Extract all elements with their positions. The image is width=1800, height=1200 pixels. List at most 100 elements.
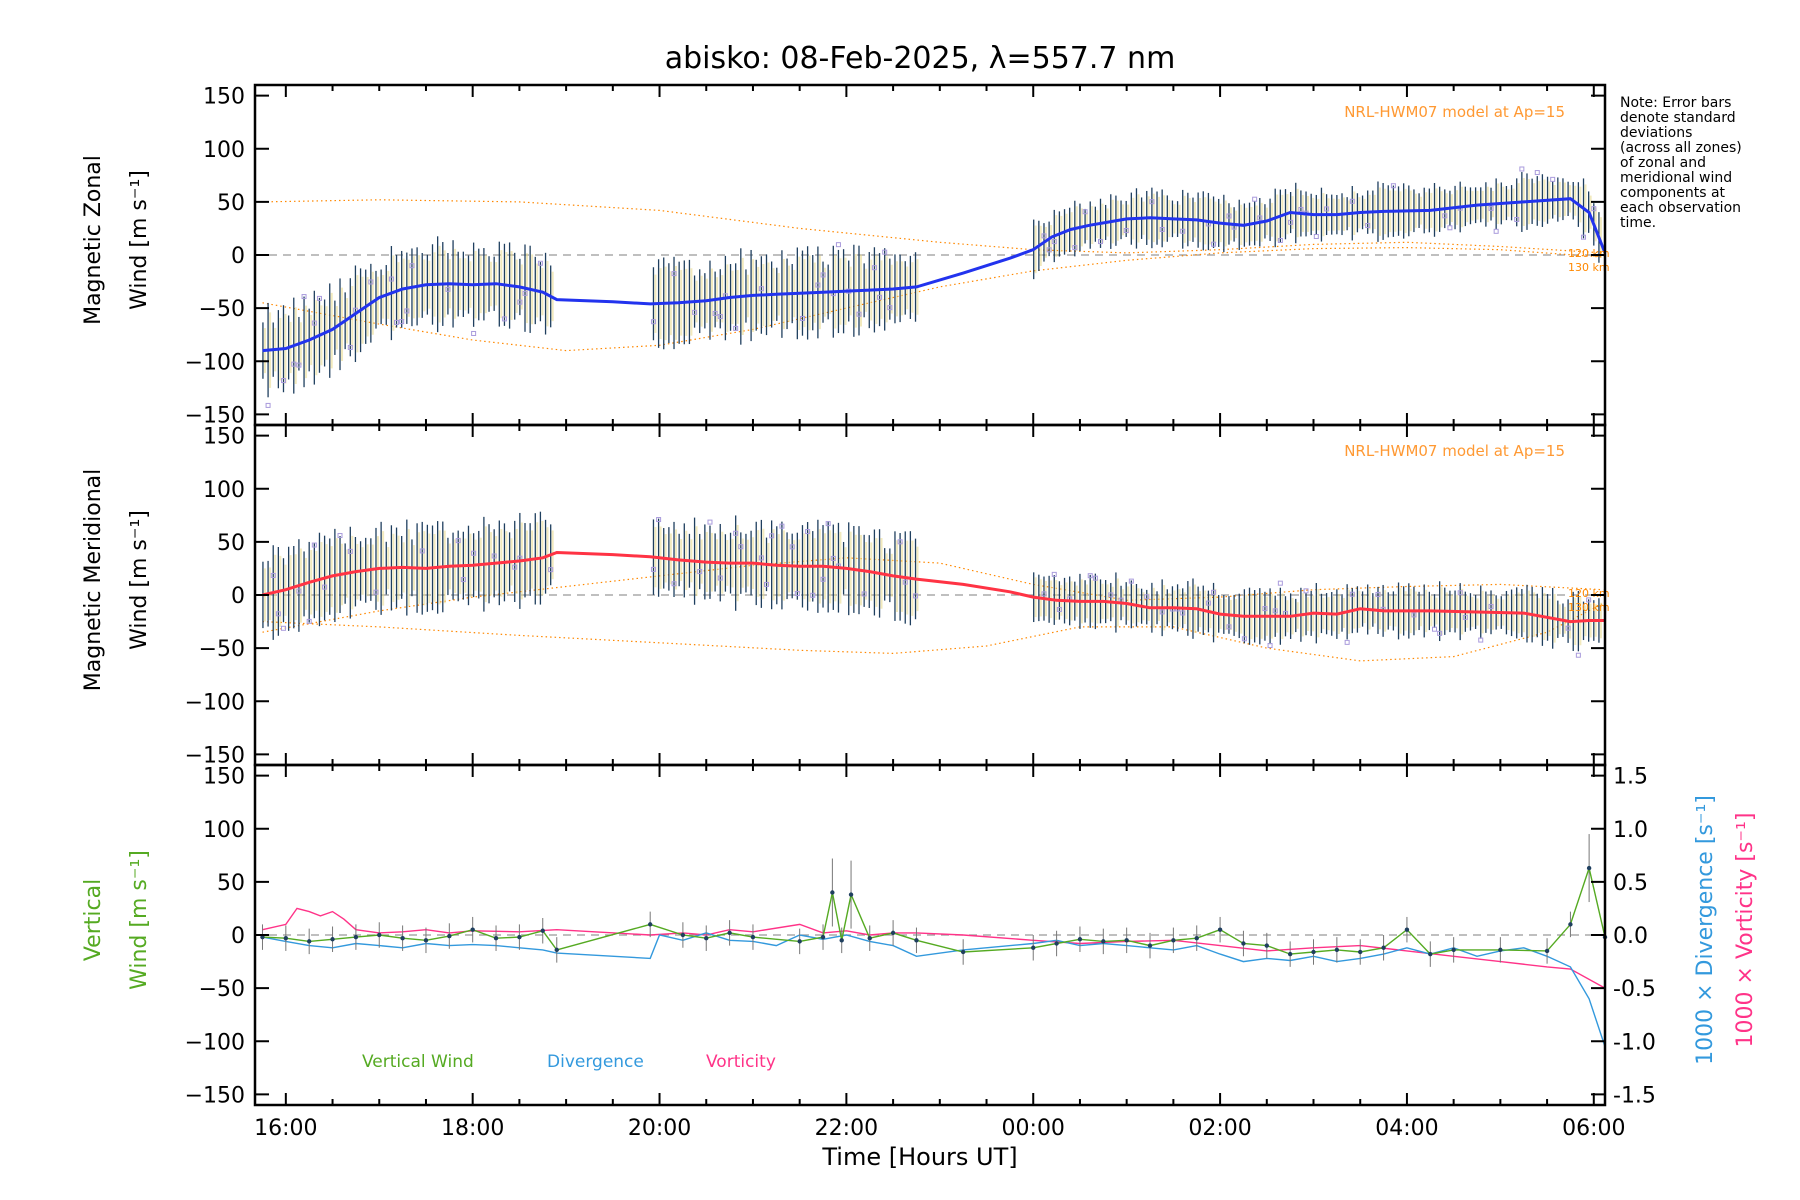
zone-point (409, 263, 415, 269)
zone-point (1180, 228, 1186, 234)
vertical-wind-point (1171, 938, 1176, 943)
vertical-wind-point (540, 928, 545, 933)
zone-point (758, 555, 764, 561)
chart-title: abisko: 08-Feb-2025, λ=557.7 nm (665, 41, 1176, 76)
zone-point (1349, 591, 1355, 597)
vertical-wind-point (470, 927, 475, 932)
divergence-y2-axis-label: 1000 × Divergence [s⁻¹] (1693, 795, 1718, 1065)
zone-point (1046, 247, 1052, 253)
zone-point (1082, 209, 1088, 215)
zone-point (656, 517, 662, 523)
zone-point (1447, 225, 1453, 231)
zone-point (1159, 227, 1165, 233)
x-tick-label: 06:00 (1562, 1116, 1625, 1141)
zone-point (512, 564, 518, 570)
zone-point (717, 314, 723, 320)
vertical-wind-point (260, 934, 265, 940)
zone-point (1180, 610, 1186, 616)
zone-point (1411, 612, 1417, 618)
zone-point (1092, 575, 1098, 581)
model-height-label-120: 120 km (1568, 247, 1610, 260)
zone-point (1211, 589, 1217, 595)
vertical-ylabel-line2: Wind [m s⁻¹] (127, 850, 152, 990)
legend-divergence: Divergence (547, 1052, 644, 1072)
vertical-ylabel-line1: Vertical (81, 879, 106, 961)
y-tick-label: −100 (185, 1030, 245, 1055)
y-tick-label: −150 (185, 743, 245, 768)
zone-point (1277, 580, 1283, 586)
vertical-wind-point (960, 949, 966, 955)
vertical-wind-point (517, 934, 522, 940)
zone-point (1272, 608, 1278, 614)
vertical-wind-point (1311, 949, 1316, 955)
zone-point (1051, 239, 1057, 245)
zone-point (692, 309, 698, 315)
zone-point (270, 572, 276, 578)
zone-point (280, 625, 286, 631)
y-tick-label: 50 (217, 531, 245, 556)
vertical-wind-point (1586, 865, 1592, 871)
y-tick-label: −50 (199, 977, 245, 1002)
zone-point (738, 544, 744, 550)
y-tick-label: −100 (185, 690, 245, 715)
zone-point (1514, 216, 1520, 222)
zone-point (1344, 639, 1350, 645)
zone-point (1493, 228, 1499, 234)
zone-point (1375, 592, 1381, 598)
vertical-wind-point (1334, 947, 1340, 953)
x-tick-label: 04:00 (1375, 1116, 1438, 1141)
zone-point (733, 325, 739, 331)
vertical-wind-point (797, 939, 802, 944)
meridional-ylabel-line2: Wind [m s⁻¹] (127, 510, 152, 650)
model-curve-130km (262, 246, 1604, 352)
zone-point (1488, 603, 1494, 609)
series-line-0 (262, 197, 1607, 353)
zone-point (1241, 636, 1247, 642)
vertical-wind-point (353, 934, 359, 940)
zone-point (368, 279, 374, 285)
zonal-ylabel-line1: Magnetic Zonal (81, 155, 106, 325)
zone-point (265, 402, 271, 408)
zone-point (311, 320, 317, 326)
model-curve-120km (262, 199, 1604, 254)
zone-point (650, 319, 656, 325)
vertical-wind-point (704, 935, 709, 941)
zone-point (830, 555, 836, 561)
vertical-wind-point (914, 938, 919, 943)
zone-point (471, 550, 477, 556)
vertical-wind-point (1217, 927, 1223, 932)
zone-point (820, 576, 826, 582)
zone-point (522, 290, 528, 296)
zone-point (805, 529, 811, 535)
zone-point (1087, 573, 1093, 579)
zone-point (897, 539, 903, 545)
vertical-wind-point (830, 890, 835, 895)
zonal-ylabel-line2: Wind [m s⁻¹] (127, 170, 152, 310)
y-tick-label: −150 (185, 1083, 245, 1108)
zone-point (789, 544, 795, 550)
zone-point (1056, 607, 1062, 613)
note-line: components at (1620, 185, 1726, 201)
model-height-label-120: 120 km (1568, 587, 1610, 600)
x-tick-label: 16:00 (254, 1116, 317, 1141)
y2-tick-label: 0.5 (1613, 871, 1648, 896)
zone-point (1226, 213, 1232, 219)
zone-point (1519, 166, 1525, 172)
zone-point (1108, 592, 1114, 598)
zone-point (1550, 176, 1556, 182)
meridional-ylabel-line1: Magnetic Meridional (81, 469, 106, 691)
vertical-wind-point (1241, 941, 1246, 946)
note-line: of zonal and (1620, 155, 1706, 171)
x-tick-label: 02:00 (1188, 1116, 1251, 1141)
zone-point (1431, 626, 1437, 632)
zone-point (815, 282, 821, 288)
zone-point (394, 319, 400, 325)
zone-point (820, 272, 826, 278)
zone-point (810, 592, 816, 598)
y-tick-label: 0 (231, 244, 245, 269)
vertical-wind-point (1264, 943, 1269, 948)
vorticity-y2-axis-label: 1000 × Vorticity [s⁻¹] (1733, 813, 1758, 1048)
zone-point (337, 533, 343, 539)
zone-point (712, 310, 718, 316)
